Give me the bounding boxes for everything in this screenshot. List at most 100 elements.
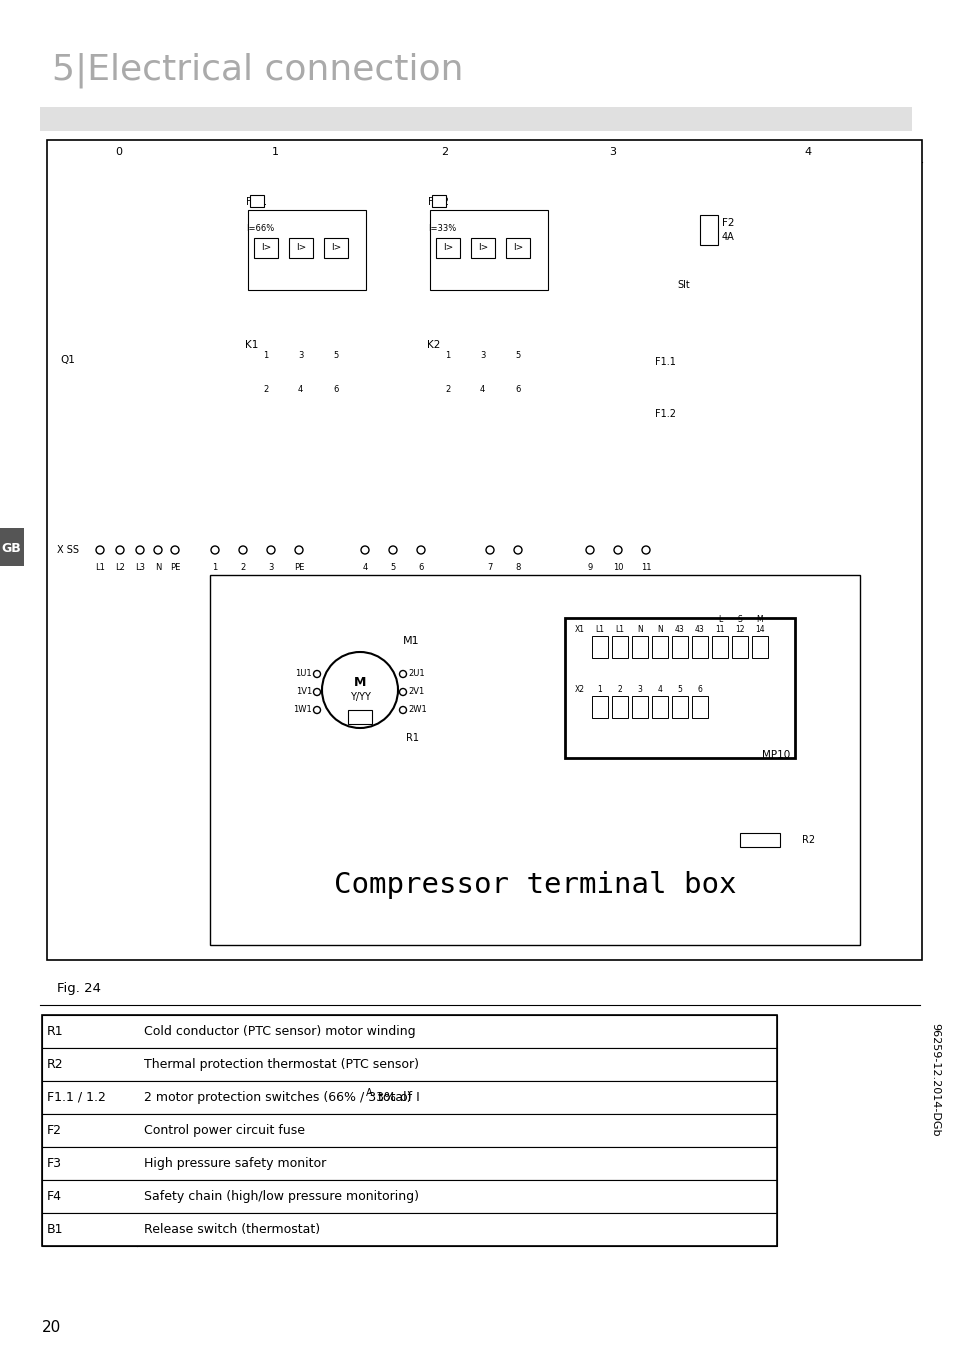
Bar xyxy=(651,636,667,658)
Text: R1: R1 xyxy=(47,1025,64,1039)
Text: 4: 4 xyxy=(479,386,485,394)
Text: 1U1: 1U1 xyxy=(295,669,312,678)
Text: K1: K1 xyxy=(245,340,258,349)
Text: M: M xyxy=(354,677,366,689)
Bar xyxy=(42,1080,776,1114)
Bar xyxy=(324,238,348,259)
Text: L2: L2 xyxy=(115,563,125,571)
Text: N: N xyxy=(154,563,161,571)
Text: I>: I> xyxy=(477,244,488,252)
Text: 0: 0 xyxy=(115,148,122,157)
Text: Release switch (thermostat): Release switch (thermostat) xyxy=(144,1223,320,1236)
Text: GB: GB xyxy=(1,543,21,555)
Text: 1: 1 xyxy=(263,351,268,360)
Text: Cold conductor (PTC sensor) motor winding: Cold conductor (PTC sensor) motor windin… xyxy=(144,1025,416,1039)
Circle shape xyxy=(614,546,621,554)
Text: R1: R1 xyxy=(406,733,418,743)
Circle shape xyxy=(267,546,274,554)
Text: 6: 6 xyxy=(515,386,519,394)
Bar xyxy=(651,696,667,718)
Text: 3: 3 xyxy=(479,351,485,360)
Text: M
14: M 14 xyxy=(755,615,764,634)
Bar xyxy=(430,210,547,290)
Bar xyxy=(471,238,495,259)
Text: total): total) xyxy=(375,1091,412,1104)
Bar xyxy=(210,575,859,945)
Text: 2: 2 xyxy=(441,148,448,157)
Text: F2: F2 xyxy=(47,1124,62,1137)
Bar xyxy=(47,139,921,960)
Text: 3: 3 xyxy=(268,563,274,571)
Text: 2: 2 xyxy=(240,563,245,571)
Circle shape xyxy=(322,653,397,728)
Text: I>: I> xyxy=(513,244,522,252)
Text: 3: 3 xyxy=(297,351,303,360)
Text: Safety chain (high/low pressure monitoring): Safety chain (high/low pressure monitori… xyxy=(144,1190,418,1202)
Bar xyxy=(731,636,747,658)
Text: X SS: X SS xyxy=(57,546,79,555)
Text: M1: M1 xyxy=(402,636,419,646)
Text: 4: 4 xyxy=(657,685,661,695)
Bar xyxy=(432,195,446,207)
Text: I=66%: I=66% xyxy=(246,223,274,233)
Bar xyxy=(564,617,794,758)
Text: MP10: MP10 xyxy=(760,750,789,760)
Circle shape xyxy=(239,546,247,554)
Circle shape xyxy=(641,546,649,554)
Text: F1.1: F1.1 xyxy=(246,196,267,207)
Text: 1W1: 1W1 xyxy=(293,705,312,715)
Text: K2: K2 xyxy=(427,340,440,349)
Text: L1: L1 xyxy=(615,626,624,634)
Text: Compressor terminal box: Compressor terminal box xyxy=(334,871,736,899)
Text: F1.1: F1.1 xyxy=(655,357,675,367)
Bar xyxy=(42,1147,776,1179)
Text: 2: 2 xyxy=(263,386,268,394)
Bar xyxy=(592,696,607,718)
Text: 7: 7 xyxy=(487,563,492,571)
Text: Slt: Slt xyxy=(677,280,689,290)
Text: 1V1: 1V1 xyxy=(295,688,312,696)
Bar xyxy=(711,636,727,658)
Bar xyxy=(631,696,647,718)
Text: 4A: 4A xyxy=(721,232,734,242)
Text: 4: 4 xyxy=(362,563,367,571)
Bar xyxy=(612,636,627,658)
Text: 9: 9 xyxy=(587,563,592,571)
Bar xyxy=(250,195,264,207)
Text: 4: 4 xyxy=(804,148,811,157)
Circle shape xyxy=(171,546,179,554)
Circle shape xyxy=(211,546,219,554)
Bar xyxy=(671,636,687,658)
Bar xyxy=(751,636,767,658)
Text: F1.1 / 1.2: F1.1 / 1.2 xyxy=(47,1091,106,1104)
Text: F4: F4 xyxy=(47,1190,62,1202)
Text: 1: 1 xyxy=(213,563,217,571)
Bar xyxy=(592,636,607,658)
Text: 1: 1 xyxy=(444,351,450,360)
Text: 20: 20 xyxy=(42,1320,61,1335)
Text: 6: 6 xyxy=(417,563,423,571)
Bar xyxy=(700,215,718,245)
Text: L
11: L 11 xyxy=(715,615,724,634)
Text: F1.2: F1.2 xyxy=(655,409,676,418)
Circle shape xyxy=(416,546,424,554)
Bar xyxy=(631,636,647,658)
Text: N: N xyxy=(657,626,662,634)
Text: 5: 5 xyxy=(515,351,519,360)
Text: 5: 5 xyxy=(677,685,681,695)
Text: X2: X2 xyxy=(575,685,584,695)
Text: R2: R2 xyxy=(801,835,814,845)
Bar xyxy=(289,238,313,259)
Text: Control power circuit fuse: Control power circuit fuse xyxy=(144,1124,305,1137)
Bar xyxy=(505,238,530,259)
Text: 6: 6 xyxy=(333,386,338,394)
Text: 5: 5 xyxy=(390,563,395,571)
Text: Fig. 24: Fig. 24 xyxy=(57,982,101,995)
Text: Y/YY: Y/YY xyxy=(349,692,370,701)
Bar xyxy=(691,696,707,718)
Circle shape xyxy=(399,707,406,714)
Text: 1: 1 xyxy=(597,685,601,695)
Text: High pressure safety monitor: High pressure safety monitor xyxy=(144,1158,326,1170)
Text: 43: 43 xyxy=(675,626,684,634)
Text: 2 motor protection switches (66% / 33% of I: 2 motor protection switches (66% / 33% o… xyxy=(144,1091,419,1104)
